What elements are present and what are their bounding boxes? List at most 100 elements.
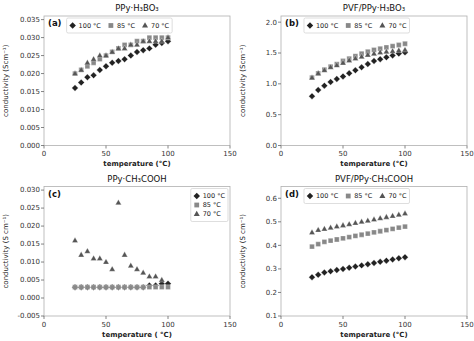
y-tick-label: 0.1 (266, 312, 277, 320)
point (402, 47, 408, 52)
point (159, 38, 165, 43)
series (72, 280, 171, 290)
y-tick (41, 73, 44, 74)
y-tick (41, 109, 44, 110)
point (134, 284, 140, 290)
point (309, 229, 315, 234)
y-tick (41, 244, 44, 245)
point (328, 64, 334, 69)
point (72, 284, 78, 290)
y-tick (278, 268, 281, 269)
x-tick-label: 50 (102, 321, 111, 329)
point (166, 35, 171, 40)
point (109, 60, 115, 66)
series (309, 254, 408, 280)
point (141, 39, 146, 44)
point (396, 255, 402, 261)
point (346, 57, 352, 62)
point (353, 234, 358, 239)
data-area (72, 34, 171, 91)
point (377, 56, 383, 62)
data-area (72, 199, 171, 290)
point (316, 71, 321, 76)
point (334, 76, 340, 82)
point (384, 228, 389, 233)
point (103, 52, 109, 57)
point (153, 273, 159, 278)
x-tick (44, 146, 45, 149)
point (340, 222, 346, 227)
x-tick-label: 50 (102, 150, 111, 158)
point (309, 274, 315, 280)
y-tick-label: 0.0 (266, 142, 277, 150)
point (109, 266, 115, 271)
y-tick-label: 1.5 (266, 49, 277, 57)
panel-title: PPy·H₃BO₃ (115, 3, 159, 13)
point (365, 261, 371, 267)
point (128, 284, 134, 290)
y-tick (41, 55, 44, 56)
legend-frame (304, 18, 410, 33)
point (315, 87, 321, 93)
point (103, 63, 109, 69)
point (104, 53, 109, 58)
point (78, 79, 84, 85)
point (316, 242, 321, 247)
point (365, 217, 371, 222)
panel-title: PVF/PPy·H₃BO₃ (343, 3, 405, 13)
point (115, 199, 121, 204)
legend: 100 °C85 °C70 °C (304, 189, 410, 204)
point (79, 285, 84, 290)
x-tick-label: 100 (398, 150, 411, 158)
legend-label: 100 °C (316, 22, 339, 30)
point (91, 56, 97, 61)
y-tick-label: 0.010 (20, 258, 40, 266)
point (121, 56, 127, 62)
point (73, 71, 78, 76)
point (84, 284, 90, 290)
panel: 0501001500.0000.0050.0100.0150.0200.0250… (2, 3, 237, 168)
series (72, 34, 171, 75)
y-tick (41, 19, 44, 20)
y-tick-label: 0.4 (266, 242, 278, 250)
point (340, 60, 346, 65)
legend-label: 100 °C (203, 192, 226, 200)
point (396, 212, 402, 217)
y-tick (278, 83, 281, 84)
y-tick-label: 0.6 (266, 195, 278, 203)
point (328, 238, 333, 243)
point (153, 38, 159, 43)
point (346, 264, 352, 270)
x-tick (467, 146, 468, 149)
legend-frame (304, 189, 410, 204)
x-tick (106, 146, 107, 149)
point (78, 252, 84, 257)
point (146, 282, 152, 288)
point (377, 49, 383, 54)
point (110, 285, 115, 290)
y-tick-label: 0.005 (20, 124, 40, 132)
legend-marker (379, 22, 385, 27)
point (140, 284, 146, 290)
point (128, 42, 134, 47)
panel: 050100150-0.0050.0000.0050.0100.0150.020… (2, 174, 237, 339)
panel-title: PVF/PPy·CH₃COOH (335, 174, 413, 184)
point (321, 269, 327, 275)
point (97, 52, 103, 57)
legend-label: 100 °C (79, 22, 102, 30)
point (90, 72, 96, 78)
point (352, 55, 358, 60)
panel-label: (b) (285, 18, 299, 28)
y-tick (278, 198, 281, 199)
y-tick-label: 0.030 (20, 186, 40, 194)
y-tick-label: 0.030 (20, 34, 40, 42)
y-tick-label: 0.025 (20, 52, 40, 60)
legend-frame (191, 189, 228, 222)
point (122, 45, 128, 50)
point (72, 237, 78, 242)
point (140, 38, 146, 43)
legend-marker (108, 23, 113, 28)
point (359, 232, 364, 237)
point (146, 38, 152, 43)
point (328, 64, 333, 69)
